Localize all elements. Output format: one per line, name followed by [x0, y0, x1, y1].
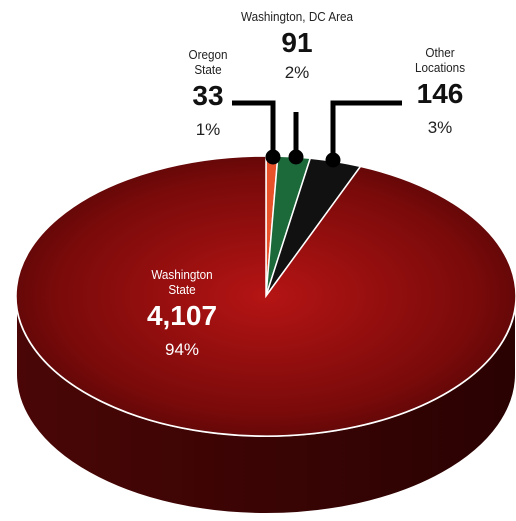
category-label: Other Locations: [414, 45, 466, 75]
leader-dot: [288, 149, 304, 165]
leader-line: [232, 100, 276, 157]
pie-slice: [15, 155, 516, 437]
slice-label: Oregon State 33 1%: [172, 47, 244, 140]
slice-label: Other Locations 146 3%: [400, 45, 480, 138]
percentage-label: 3%: [427, 118, 453, 138]
category-label: Oregon State: [188, 47, 228, 77]
value-label: 33: [192, 79, 224, 111]
category-label: Washington, DC Area: [240, 9, 354, 24]
leader-dot: [265, 149, 281, 165]
leader-dot: [325, 152, 341, 168]
leader-lines: [232, 100, 402, 168]
slice-label: Washington, DC Area 91 2%: [222, 9, 372, 83]
value-label: 146: [416, 77, 464, 109]
slice-label: Washington State 4,107 94%: [132, 267, 232, 360]
percentage-label: 2%: [284, 63, 310, 83]
percentage-label: 1%: [195, 120, 221, 140]
value-label: 4,107: [146, 299, 218, 331]
percentage-label: 94%: [164, 340, 200, 360]
pie: [15, 155, 516, 515]
leader-line: [330, 100, 402, 160]
value-label: 91: [281, 26, 313, 58]
category-label: Washington State: [151, 267, 213, 297]
